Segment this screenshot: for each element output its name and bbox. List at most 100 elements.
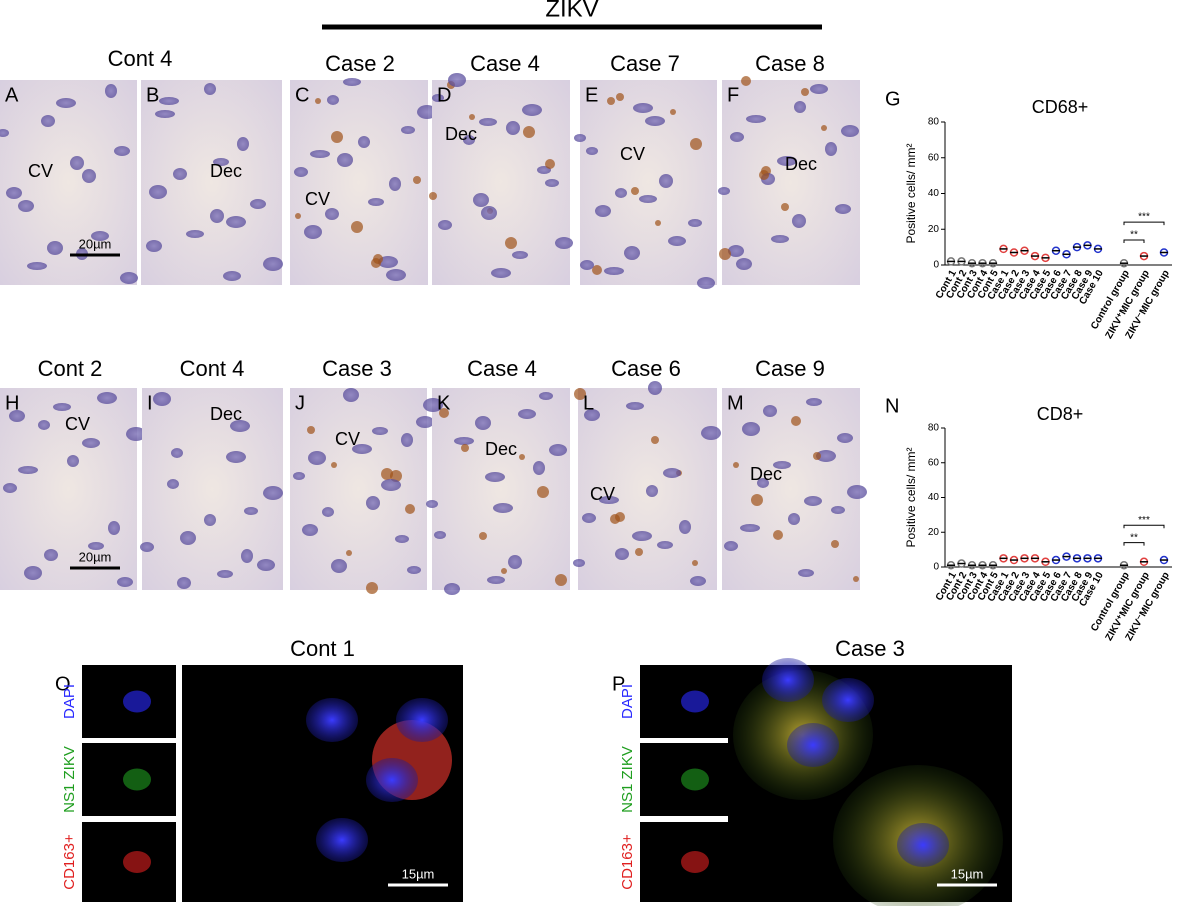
nucleus [0,129,9,137]
stain [469,114,475,120]
stain [751,494,763,506]
nucleus [518,409,536,419]
micrograph [722,80,860,285]
nucleus [302,524,318,536]
nucleus [343,78,361,86]
nucleus [223,271,241,281]
panel-title: Cont 2 [38,356,103,381]
stain [635,548,643,556]
signal [123,690,151,713]
nucleus [697,277,715,289]
channel-label: DAPI [61,684,78,719]
nucleus [545,179,559,187]
nucleus [555,237,573,249]
nucleus [82,169,96,183]
nucleus [847,485,867,499]
micrograph [0,388,137,590]
y-tick-label: 0 [933,562,939,573]
nucleus [816,450,836,462]
nucleus [343,388,359,402]
nucleus [241,549,253,563]
nucleus [825,142,837,156]
nucleus [70,156,84,170]
nucleus [549,444,567,456]
nucleus [506,121,520,135]
nucleus [777,156,797,166]
scale-label: 15µm [951,866,984,881]
stain [519,454,525,460]
region-label: CV [28,161,53,181]
nucleus [293,472,305,480]
stain [692,560,698,566]
nucleus [27,262,47,270]
nucleus [599,496,619,504]
panel-letter: M [727,392,744,414]
nucleus [140,542,154,552]
nucleus [226,216,246,228]
nucleus [663,468,681,478]
nucleus [679,520,691,534]
panel-title: Case 4 [470,51,540,76]
nucleus [67,455,79,467]
panel-title: Case 8 [755,51,825,76]
stain [733,462,739,468]
channel-label: NS1 ZIKV [61,746,78,813]
nucleus [659,174,673,188]
nucleus [690,576,706,586]
nucleus [762,658,814,702]
stain [351,221,363,233]
stain [719,248,731,260]
nucleus [648,381,662,395]
panel-letter: P [612,673,625,695]
nucleus [473,193,489,207]
micrograph [290,80,428,285]
nucleus [38,420,50,430]
signal [123,768,151,791]
stain [791,416,801,426]
y-tick-label: 60 [928,457,940,468]
micrograph [0,80,137,285]
y-tick-label: 60 [928,152,940,163]
region-label: CV [620,144,645,164]
stain [631,187,639,195]
nucleus [740,524,760,532]
nucleus [155,110,175,118]
nucleus [475,416,491,430]
stain [461,444,469,452]
nucleus [479,118,497,126]
panel-letter: H [5,392,19,414]
micrograph [580,80,717,285]
nucleus [322,507,334,517]
nucleus [724,541,738,551]
nucleus [114,146,130,156]
nucleus [310,150,330,158]
stain [781,203,789,211]
nucleus [463,135,475,145]
nucleus [434,531,446,539]
stain [479,532,487,540]
nucleus [632,531,652,541]
nucleus [53,403,71,411]
nucleus [294,167,308,177]
nucleus [337,153,353,167]
nucleus [539,392,553,400]
nucleus [366,758,418,802]
nucleus [204,83,216,95]
stain [315,98,321,104]
nucleus [44,549,58,561]
channel-label: DAPI [619,684,636,719]
nucleus [171,448,183,458]
panel-letter: G [885,88,901,110]
signal [681,690,709,713]
significance-bracket [1123,221,1165,226]
stain [741,76,751,86]
nucleus [626,402,644,410]
stain [545,159,555,169]
stain [690,138,702,150]
nucleus [230,420,250,432]
nucleus [9,410,25,422]
nucleus [263,486,283,500]
panel-title: Cont 4 [180,356,245,381]
stain [759,170,769,180]
nucleus [438,220,452,230]
